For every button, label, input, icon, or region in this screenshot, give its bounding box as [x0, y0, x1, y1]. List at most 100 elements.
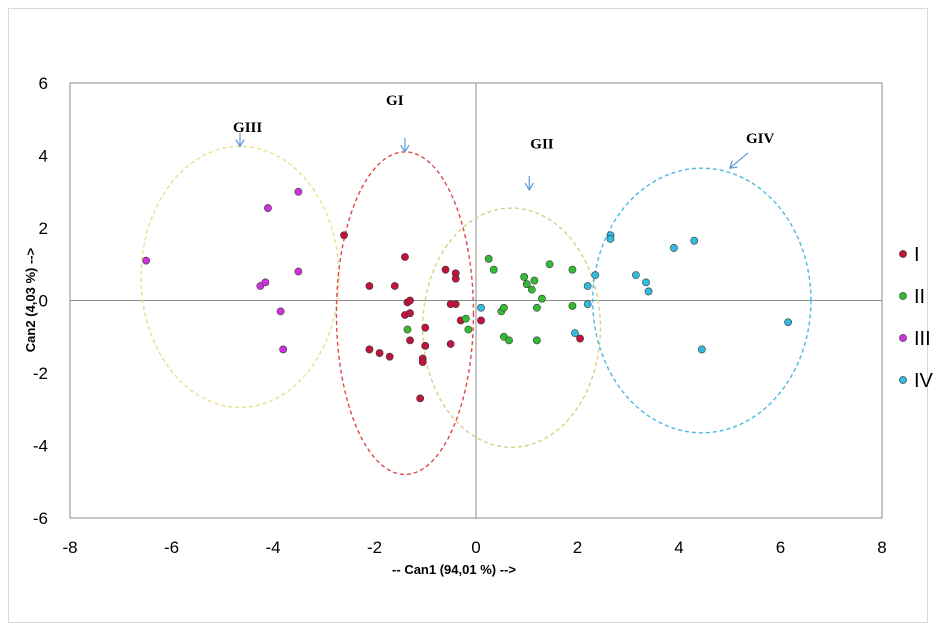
legend-marker [899, 292, 907, 300]
point-series-i [365, 282, 374, 290]
legend-marker [899, 376, 907, 384]
y-axis-title: Can2 (4,03 %) --> [23, 247, 38, 352]
point-series-i [418, 358, 427, 367]
legend-label: II [914, 286, 925, 308]
x-tick-label: 8 [877, 538, 886, 557]
point-series-i [390, 282, 399, 290]
point-series-ii [403, 325, 412, 334]
x-tick-label: 4 [674, 538, 683, 557]
point-series-ii [533, 336, 541, 345]
point-series-iv [571, 329, 579, 338]
point-series-iv [631, 271, 640, 280]
point-series-ii [545, 260, 554, 269]
point-series-i [416, 394, 425, 403]
group-label-giv: GIV [746, 131, 775, 147]
group-label-gi: GI [386, 93, 404, 109]
y-tick-label: 0 [39, 292, 48, 311]
point-series-iv [784, 318, 793, 327]
point-series-ii [568, 265, 577, 274]
point-series-iv [690, 236, 699, 245]
point-series-iii [294, 267, 303, 276]
x-tick-label: -4 [265, 538, 280, 557]
point-series-i [421, 341, 430, 350]
zero-axes [70, 83, 882, 518]
y-tick-labels: -6 -4 -2 0 2 4 6 [33, 74, 48, 528]
point-series-iv [591, 271, 600, 280]
legend-label: IV [914, 370, 934, 392]
point-series-i [576, 334, 584, 343]
y-tick-label: -2 [33, 364, 48, 383]
point-series-i [401, 253, 409, 261]
point-series-i [406, 336, 414, 345]
y-tick-label: 6 [39, 74, 48, 93]
group-label-gii: GII [530, 136, 554, 152]
legend-marker [899, 250, 907, 258]
point-series-i [385, 352, 394, 361]
point-series-ii [461, 314, 470, 323]
point-series-ii [484, 254, 493, 263]
point-series-iii [294, 187, 303, 196]
point-series-iii [279, 345, 288, 354]
group-label-giii: GIII [233, 120, 262, 136]
group-ellipse-giii [140, 145, 340, 409]
point-series-i [406, 296, 414, 305]
point-series-i [451, 300, 460, 309]
data-points [142, 187, 793, 403]
group-ellipse-gii [422, 207, 602, 449]
point-series-i [441, 265, 450, 274]
point-series-i [406, 309, 414, 318]
point-series-ii [464, 325, 473, 334]
legend-label: I [914, 244, 920, 266]
point-series-iv [477, 303, 485, 312]
point-series-iv [697, 345, 706, 354]
x-tick-label: -8 [62, 538, 77, 557]
point-series-i [421, 323, 430, 332]
point-series-ii [568, 302, 577, 310]
point-series-iv [644, 287, 653, 296]
y-tick-label: 4 [39, 147, 48, 166]
point-series-iv [642, 278, 650, 287]
y-tick-label: -6 [33, 509, 48, 528]
arrow-icon [400, 137, 410, 154]
point-series-ii [489, 265, 498, 274]
point-series-ii [538, 294, 546, 303]
x-tick-labels: -8 -6 -4 -2 0 2 4 6 8 [62, 538, 886, 557]
x-tick-label: 6 [776, 538, 785, 557]
group-annotations: GIII GI GII GIV [233, 93, 775, 192]
point-series-iv [583, 300, 592, 309]
y-tick-label: 2 [39, 219, 48, 238]
chart-frame [8, 8, 928, 623]
point-series-iii [264, 204, 272, 212]
arrow-icon [728, 152, 749, 169]
point-series-ii [530, 276, 539, 285]
x-tick-label: 2 [573, 538, 582, 557]
point-series-ii [527, 285, 536, 294]
point-series-iii [276, 307, 285, 316]
legend-marker [899, 334, 907, 342]
legend-label: III [914, 328, 931, 350]
point-series-ii [500, 303, 508, 312]
x-tick-label: -2 [367, 538, 382, 557]
x-tick-label: -6 [164, 538, 179, 557]
point-series-i [375, 349, 384, 357]
point-series-i [446, 340, 455, 348]
point-series-i [340, 231, 348, 240]
point-series-ii [533, 303, 541, 312]
point-series-ii [505, 336, 513, 345]
point-series-iv [606, 234, 615, 243]
arrow-icon [524, 175, 534, 192]
point-series-iii [261, 278, 270, 287]
x-axis-title: -- Can1 (94,01 %) --> [392, 562, 516, 577]
point-series-iii [142, 256, 151, 265]
arrow-icon [235, 132, 245, 148]
point-series-i [451, 274, 460, 283]
y-tick-label: -4 [33, 437, 48, 456]
point-series-iv [583, 282, 592, 290]
point-series-ii [520, 273, 529, 281]
point-series-i [477, 316, 485, 325]
group-ellipse-giv [592, 167, 812, 434]
point-series-iv [670, 244, 678, 252]
point-series-i [365, 345, 374, 354]
